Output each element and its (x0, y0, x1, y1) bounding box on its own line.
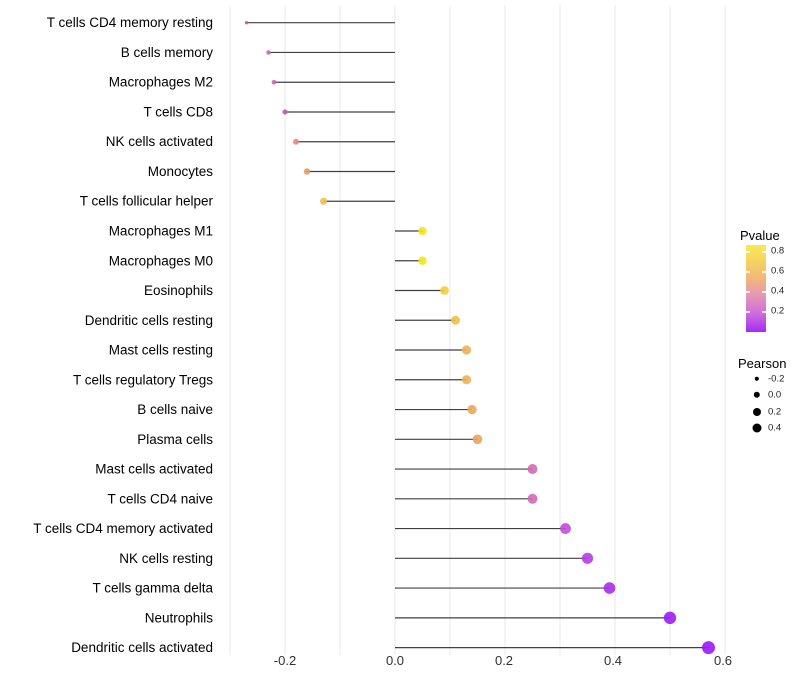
pearson-legend-dot (752, 423, 762, 432)
data-point (418, 256, 427, 265)
data-point (581, 552, 594, 564)
category-label: T cells follicular helper (80, 194, 214, 209)
category-label: Mast cells resting (109, 343, 213, 358)
data-point (320, 197, 327, 205)
category-label: NK cells resting (119, 551, 213, 566)
data-point (440, 286, 449, 295)
colorbar-tick (746, 251, 750, 253)
data-point (702, 641, 715, 655)
x-axis-tick-label: 0.2 (494, 653, 514, 668)
pvalue-tick-label: 0.8 (771, 245, 785, 257)
pearson-legend-dot (753, 391, 761, 399)
pearson-legend-label: 0.4 (768, 422, 782, 433)
pvalue-tick-label: 0.2 (771, 305, 785, 317)
category-label: T cells regulatory Tregs (73, 372, 213, 387)
x-axis-tick-label: 0.0 (385, 653, 405, 668)
category-label: NK cells activated (106, 134, 213, 149)
pvalue-legend-title: Pvalue (740, 228, 780, 243)
data-point (293, 138, 299, 145)
category-label: Eosinophils (144, 283, 213, 298)
category-label: T cells gamma delta (92, 581, 213, 596)
data-point (663, 611, 677, 625)
data-point (282, 109, 288, 115)
pvalue-tick-label: 0.4 (771, 285, 785, 297)
pearson-legend-label: 0.0 (768, 389, 782, 401)
category-label: Mast cells activated (95, 462, 213, 477)
colorbar-tick (746, 291, 750, 293)
pvalue-colorbar (746, 245, 766, 332)
category-label: T cells CD8 (143, 104, 213, 119)
category-label: Macrophages M0 (109, 253, 213, 268)
data-point (527, 493, 538, 504)
colorbar-tick (762, 271, 766, 273)
data-point (266, 50, 271, 55)
category-label: B cells naive (137, 402, 213, 417)
data-point (451, 315, 460, 325)
category-label: Macrophages M1 (109, 223, 213, 238)
data-point (472, 434, 483, 445)
x-axis-tick-label: 0.6 (713, 653, 733, 668)
pearson-legend-title: Pearson (738, 356, 787, 371)
category-label: B cells memory (121, 45, 214, 60)
legend: Pvalue 0.8 0.6 0.4 0.2 Pearson -0.2 0.0 0.… (735, 228, 800, 458)
data-point (271, 79, 277, 85)
colorbar-tick (762, 311, 766, 313)
pearson-legend-label: 0.2 (768, 406, 782, 417)
category-label: Dendritic cells resting (85, 313, 213, 328)
data-point (527, 464, 538, 475)
category-label: Neutrophils (145, 610, 214, 625)
data-point (244, 21, 249, 25)
x-axis-tick-label: 0.4 (603, 653, 623, 668)
data-point (603, 582, 616, 594)
category-label: Plasma cells (137, 432, 213, 447)
pearson-legend-dot (753, 407, 761, 416)
data-point (461, 375, 472, 385)
colorbar-tick (746, 311, 750, 313)
category-label: T cells CD4 naive (107, 491, 213, 506)
pvalue-tick-label: 0.6 (771, 265, 785, 277)
category-label: Monocytes (148, 164, 214, 179)
data-point (560, 523, 571, 534)
data-point (467, 404, 477, 415)
category-label: Dendritic cells activated (71, 640, 213, 655)
category-label: T cells CD4 memory activated (33, 521, 213, 536)
category-label: Macrophages M2 (109, 75, 213, 90)
x-axis-tick-label: -0.2 (273, 653, 297, 668)
pearson-legend-label: -0.2 (768, 373, 785, 385)
category-label: T cells CD4 memory resting (47, 15, 213, 30)
colorbar-tick (762, 251, 766, 253)
data-point (418, 226, 427, 236)
pearson-legend-dot (754, 376, 760, 382)
colorbar-tick (762, 291, 766, 293)
data-point (461, 345, 472, 355)
data-point (303, 168, 311, 175)
colorbar-tick (746, 271, 750, 273)
